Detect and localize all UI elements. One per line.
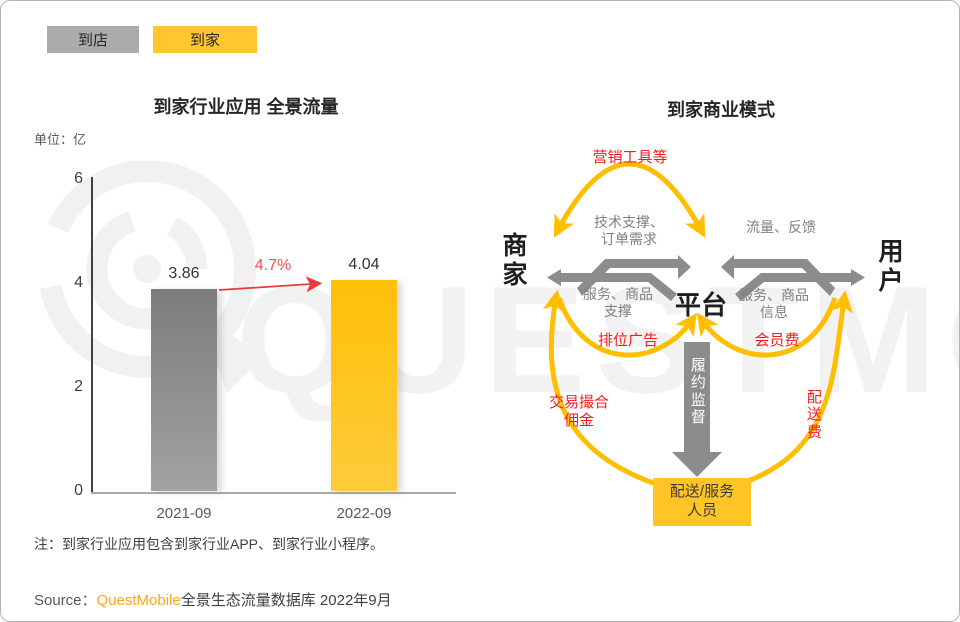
user-platform-ribbons <box>721 255 865 301</box>
merchant-platform-ribbons <box>547 255 691 301</box>
y-tick-4: 4 <box>74 274 83 291</box>
flow-label-marketing-tools: 营销工具等 <box>592 149 668 166</box>
flow-label-service-info: 服务、商品 信息 <box>739 287 809 321</box>
supervision-down-arrow <box>672 342 722 477</box>
growth-label: 4.7% <box>254 257 292 274</box>
ribbon-merchant-to-platform <box>577 259 678 296</box>
ribbon-user-to-platform <box>734 259 835 296</box>
diagram-arrows <box>542 161 865 487</box>
flow-label-delivery-fee: 配送费 <box>806 389 822 441</box>
marketing-arc-arrow <box>553 161 706 238</box>
footnote: 注：到家行业应用包含到家行业APP、到家行业小程序。 <box>34 536 385 552</box>
flow-label-ranking-ads: 排位广告 <box>597 332 658 349</box>
node-user: 用户 <box>878 238 904 295</box>
x-label-2022: 2022-09 <box>336 505 392 522</box>
bar-2021-09 <box>151 289 217 491</box>
bar-2022-09 <box>331 280 397 491</box>
diagram-title: 到家商业模式 <box>667 100 775 120</box>
chart-unit-label: 单位：亿 <box>34 132 87 147</box>
ribbon-platform-to-merchant-tip <box>547 269 561 286</box>
ranking-ads-arrow <box>556 297 697 358</box>
tab-daodian[interactable]: 到店 <box>47 26 139 53</box>
ribbon-merchant-to-platform-tip <box>678 255 691 279</box>
y-tick-2: 2 <box>74 378 83 395</box>
source-line: Source：QuestMobile全景生态流量数据库 2022年9月 <box>34 589 392 610</box>
delivery-fee-arrow <box>739 290 854 487</box>
source-suffix: 全景生态流量数据库 2022年9月 <box>180 592 392 609</box>
tab-daojia-label: 到家 <box>189 32 220 49</box>
x-label-2021: 2021-09 <box>156 505 212 522</box>
tab-daodian-label: 到店 <box>77 32 108 49</box>
flow-label-tech-support: 技术支撑、 订单需求 <box>594 214 664 248</box>
chart-title: 到家行业应用 全景流量 <box>153 97 339 117</box>
tab-daojia[interactable]: 到家 <box>153 26 257 53</box>
yellow-flow-arrows <box>542 161 854 487</box>
x-axis <box>91 492 456 494</box>
ribbon-platform-to-user <box>735 273 851 301</box>
commission-arrow <box>542 289 657 487</box>
bar-value-2021: 3.86 <box>168 265 200 282</box>
flow-label-service-support: 服务、商品 支撑 <box>583 286 653 320</box>
y-tick-6: 6 <box>74 170 83 187</box>
flow-label-supervision: 履约监督 <box>690 357 706 426</box>
y-tick-0: 0 <box>74 482 83 499</box>
ribbon-platform-to-user-tip <box>851 269 865 286</box>
node-merchant: 商家 <box>502 232 528 289</box>
growth-arrow <box>218 276 323 293</box>
flow-label-traffic-feedback: 流量、反馈 <box>746 219 816 235</box>
y-axis <box>91 177 93 494</box>
node-courier: 配送/服务 人员 <box>653 478 751 526</box>
source-brand: QuestMobile <box>96 592 181 609</box>
membership-fee-arrow <box>697 297 838 358</box>
business-model-diagram: 到家商业模式 商家 用户 平台 技术支撑、 订单需求 服务、商品 支撑 流量、反… <box>481 86 959 556</box>
flow-label-membership-fee: 会员费 <box>754 332 800 349</box>
source-prefix: Source： <box>34 592 97 609</box>
ribbon-user-to-platform-tip <box>721 255 734 279</box>
flow-label-commission: 交易撮合 佣金 <box>548 394 609 430</box>
bar-value-2022: 4.04 <box>348 256 380 273</box>
ribbon-platform-to-merchant <box>561 273 677 301</box>
